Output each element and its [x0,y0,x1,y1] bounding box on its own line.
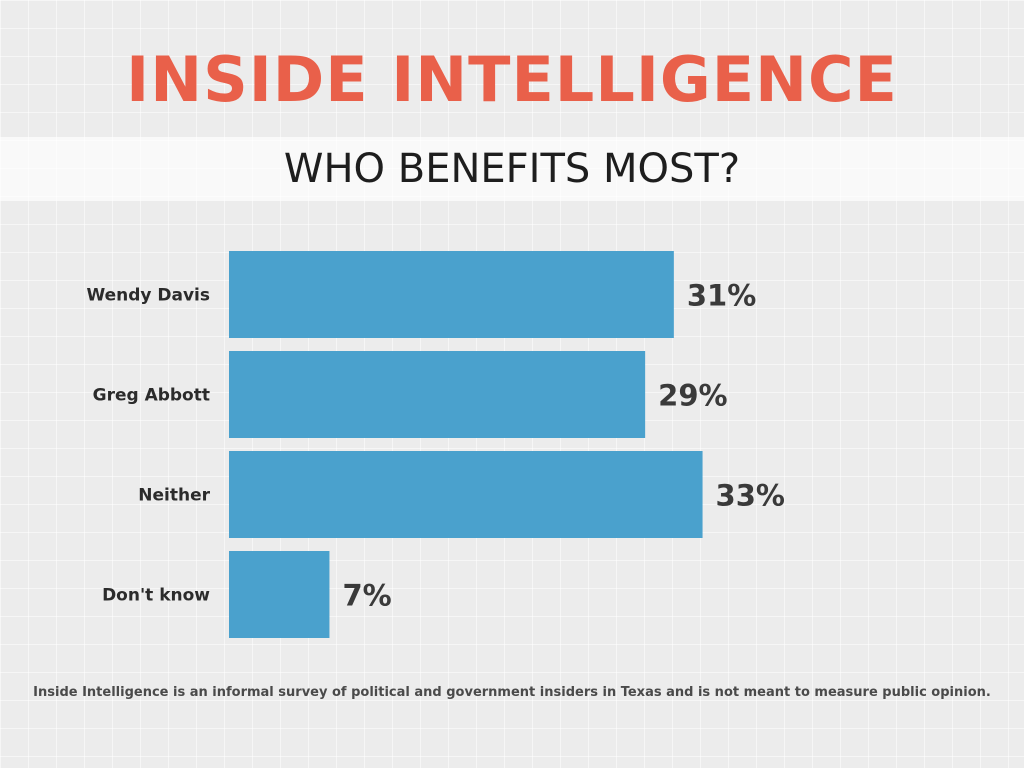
footnote: Inside Intelligence is an informal surve… [33,685,991,700]
bar-0 [229,251,674,338]
bar-2 [229,451,703,538]
category-label-0: Wendy Davis [86,286,210,306]
value-label-0: 31% [687,279,756,313]
category-label-2: Neither [138,486,210,506]
value-label-3: 7% [342,579,391,613]
category-label-3: Don't know [102,586,210,606]
subtitle-band: WHO BENEFITS MOST? [0,137,1024,201]
page-title: INSIDE INTELLIGENCE [126,43,898,116]
value-label-1: 29% [658,379,727,413]
value-label-2: 33% [716,479,785,513]
chart-subtitle: WHO BENEFITS MOST? [283,146,741,192]
bar-1 [229,351,646,438]
bar-3 [229,551,330,638]
category-label-1: Greg Abbott [93,386,210,406]
